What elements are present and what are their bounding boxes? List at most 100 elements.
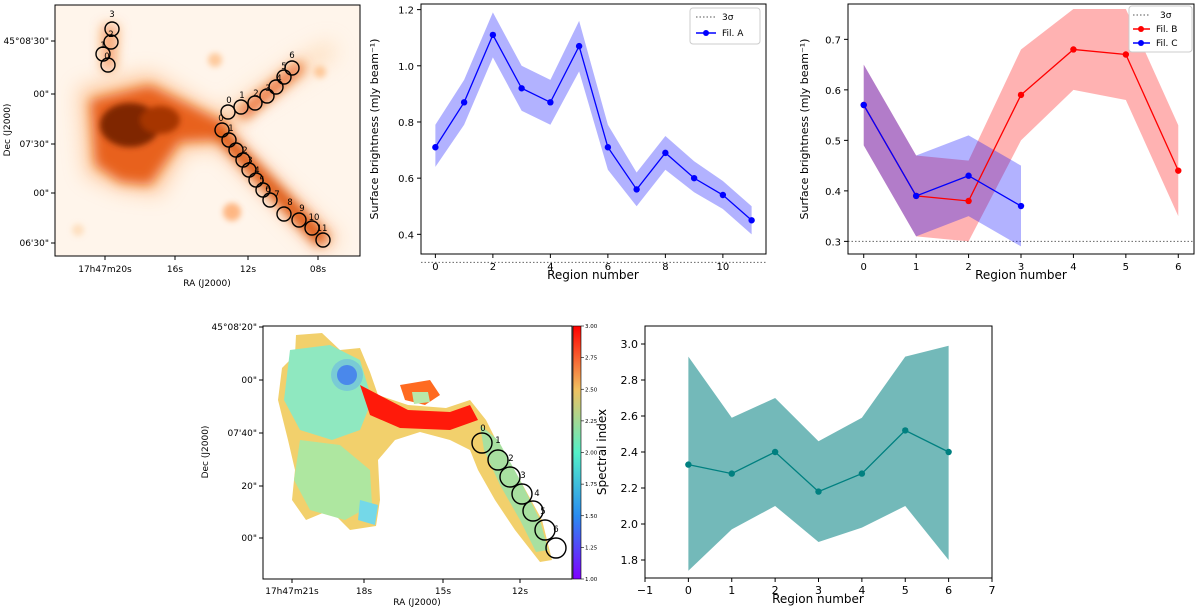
fila-ytick-label: 0.4 bbox=[398, 230, 414, 241]
map1-region-a7 bbox=[262, 192, 278, 208]
map1-region-b1 bbox=[233, 99, 249, 115]
map2-colorbar-tick-label: 2.25 bbox=[585, 419, 598, 425]
filbc-ytick-label: 0.4 bbox=[825, 187, 841, 198]
spec-ytick-label: 2.2 bbox=[621, 482, 639, 495]
fila-point bbox=[719, 191, 727, 199]
map1-region-b5 bbox=[276, 69, 292, 85]
map1-xtick-label: 08s bbox=[310, 265, 326, 275]
filbc-point bbox=[1017, 91, 1025, 99]
map2-colorbar-tick-label: 2.00 bbox=[585, 451, 598, 457]
fila-legend-label: Fil. A bbox=[722, 29, 744, 39]
map2-colorbar-ticks: 1.00 1.25 1.50 1.75 2.00 2.25 2.50 2.75 3.00 bbox=[581, 324, 598, 583]
map1-label-a4: 4 bbox=[254, 166, 259, 176]
spec-xtick-label: 3 bbox=[815, 584, 822, 597]
fila-legend-threshold-label: 3σ bbox=[722, 13, 734, 23]
fila-line-0 bbox=[434, 33, 753, 221]
map2-region-5 bbox=[534, 519, 556, 541]
map1-regions-fila bbox=[214, 122, 331, 248]
map2-label-1: 1 bbox=[495, 436, 500, 446]
filbc-xtick-label: 6 bbox=[1175, 262, 1181, 273]
map2-colorbar-tick-label: 2.75 bbox=[585, 356, 598, 362]
map2-colorbar-tick-label: 1.25 bbox=[585, 545, 598, 551]
map2-ytick-label: 45°08'20" bbox=[212, 323, 257, 333]
fila-yticks: 0.4 0.6 0.8 1.0 1.2 bbox=[398, 6, 421, 241]
spec-xtick-label: 1 bbox=[728, 584, 735, 597]
spec-ytick-label: 2.6 bbox=[621, 410, 639, 423]
map2-colorbar-bar bbox=[572, 325, 582, 580]
fila-legend-marker bbox=[703, 30, 709, 36]
spec-xtick-label: 4 bbox=[858, 584, 865, 597]
spec-yticks: 1.8 2.0 2.2 2.4 2.6 2.8 3.0 bbox=[621, 338, 645, 567]
filbc-xtick-label: 2 bbox=[965, 262, 971, 273]
map2-xticks: 17h47m21s 18s 15s 12s bbox=[265, 579, 528, 597]
fila-point bbox=[690, 174, 698, 182]
map2-xtick-label: 12s bbox=[512, 587, 528, 597]
map1-label-a8: 8 bbox=[287, 198, 292, 208]
filbc-line-1 bbox=[863, 104, 1022, 207]
filbc-ytick-label: 0.6 bbox=[825, 86, 841, 97]
fila-xtick-label: 10 bbox=[717, 262, 730, 273]
map1-label-a10: 10 bbox=[309, 213, 320, 223]
filbc-panel: 0 1 2 3 4 5 6 0.3 0.4 0.5 0.6 0.7 Region number Su… bbox=[798, 3, 1195, 282]
map1-label-c3: 3 bbox=[109, 10, 114, 20]
filbc-legend-box bbox=[1128, 5, 1193, 53]
fila-point bbox=[748, 217, 755, 224]
filbc-legend-marker-c bbox=[1138, 40, 1144, 46]
map1-label-a3: 3 bbox=[247, 156, 252, 166]
map1-label-b6: 6 bbox=[289, 51, 294, 61]
map2-ytick-label: 20" bbox=[241, 482, 257, 492]
filbc-point bbox=[860, 101, 867, 109]
map1-label-a7: 7 bbox=[274, 190, 279, 200]
spec-xtick-label: 2 bbox=[772, 584, 779, 597]
map1-label-c2: 2 bbox=[108, 30, 113, 40]
map1-label-b5: 5 bbox=[281, 62, 286, 72]
filbc-xtick-label: 4 bbox=[1070, 262, 1076, 273]
spec-point bbox=[815, 488, 822, 495]
fila-point bbox=[432, 144, 439, 151]
map2-colorbar-tick-label: 1.00 bbox=[585, 577, 598, 583]
spec-xtick-label: 5 bbox=[902, 584, 909, 597]
map1-frame bbox=[54, 4, 361, 257]
spec-point bbox=[771, 448, 779, 456]
filbc-point bbox=[912, 192, 920, 200]
filbc-legend: 3σ Fil. B Fil. C bbox=[1128, 5, 1193, 53]
map2-regions bbox=[471, 432, 567, 559]
fila-ytick-label: 1.2 bbox=[398, 6, 414, 17]
fila-point bbox=[662, 149, 669, 157]
fila-ylabel: Surface brightness (mJy beam⁻¹) bbox=[368, 39, 381, 220]
map1-region-c1 bbox=[95, 46, 111, 62]
map1-region-b3 bbox=[259, 88, 275, 104]
fila-ytick-label: 1.0 bbox=[398, 62, 414, 73]
map1-xticks: 17h47m20s 16s 12s 08s bbox=[78, 256, 326, 275]
map1-xtick-label: 12s bbox=[240, 265, 256, 275]
fila-band-0 bbox=[435, 12, 752, 235]
spec-point bbox=[685, 461, 692, 468]
map1-regions-filc bbox=[95, 21, 120, 73]
map2-frame bbox=[262, 325, 573, 580]
map1-region-b4 bbox=[268, 79, 284, 95]
filbc-xtick-label: 0 bbox=[861, 262, 867, 273]
map1-label-a11: 11 bbox=[317, 224, 328, 234]
map1-ytick-label: 00" bbox=[33, 189, 49, 199]
map1-label-a9: 9 bbox=[299, 204, 304, 214]
spec-ytick-label: 2.8 bbox=[621, 374, 639, 387]
map2-ytick-label: 07'40" bbox=[227, 429, 257, 439]
fila-point bbox=[460, 99, 468, 106]
map2-label-0: 0 bbox=[480, 424, 485, 434]
filbc-xtick-label: 1 bbox=[913, 262, 919, 273]
fila-xtick-label: 0 bbox=[432, 262, 438, 273]
map1-ylabel: Dec (J2000) bbox=[3, 104, 13, 157]
spec-xtick-label: 0 bbox=[685, 584, 692, 597]
filbc-xticks: 0 1 2 3 4 5 6 bbox=[861, 254, 1181, 273]
map1-region-b6 bbox=[284, 60, 300, 76]
map1-ytick-label: 00" bbox=[33, 90, 49, 100]
map2-ylabel: Dec (J2000) bbox=[201, 426, 211, 479]
filbc-xtick-label: 5 bbox=[1123, 262, 1129, 273]
filbc-xtick-label: 3 bbox=[1018, 262, 1024, 273]
fila-ytick-label: 0.8 bbox=[398, 118, 414, 129]
filbc-point bbox=[1122, 51, 1130, 58]
fila-xlabel: Region number bbox=[547, 268, 639, 282]
map2-label-6: 6 bbox=[553, 525, 558, 535]
spec-point bbox=[858, 470, 866, 477]
map2-colorbar: 1.00 1.25 1.50 1.75 2.00 2.25 2.50 2.75 3.00 bbox=[572, 324, 598, 583]
